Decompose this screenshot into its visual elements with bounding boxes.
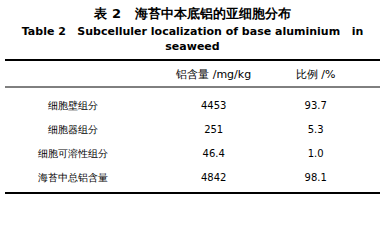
table-cell: 4842 [201, 172, 226, 183]
table-cell: 93.7 [305, 100, 327, 111]
table-cell: 46.4 [203, 148, 225, 159]
title: 表 2 海苔中本底铝的亚细胞分布 [93, 6, 290, 21]
table-rule [5, 87, 380, 88]
table-rule [5, 59, 380, 61]
row-label: 细胞器组分 [48, 124, 98, 135]
column-header: 铝含量 /mg/kg [175, 68, 251, 81]
table-cell: 4453 [201, 100, 226, 111]
table-cell: 1.0 [308, 148, 324, 159]
table-rule [5, 192, 380, 194]
table-chart: 表 2 海苔中本底铝的亚细胞分布 Table 2 Subcelluler loca… [0, 0, 385, 239]
chart-container: 表 2 海苔中本底铝的亚细胞分布 Table 2 Subcelluler loca… [0, 0, 385, 239]
table-cell: 251 [204, 124, 223, 135]
table-cell: 5.3 [308, 124, 324, 135]
row-label: 细胞可溶性组分 [38, 148, 108, 159]
subtitle: Table 2 Subcelluler localization of base… [22, 25, 363, 38]
row-label: 细胞壁组分 [48, 100, 98, 111]
column-header: 比例 /% [296, 68, 336, 81]
row-label: 海苔中总铝含量 [38, 172, 108, 183]
table-cell: 98.1 [305, 172, 327, 183]
subtitle: seaweed [165, 40, 219, 53]
